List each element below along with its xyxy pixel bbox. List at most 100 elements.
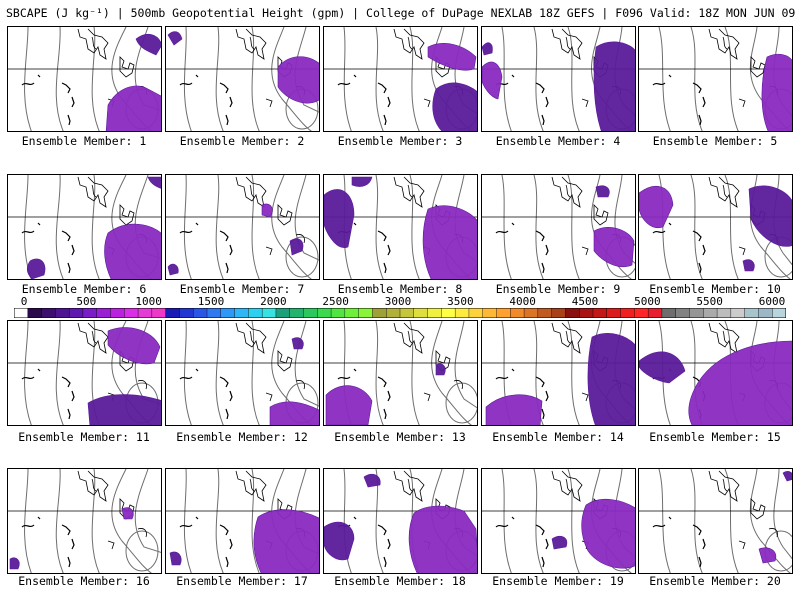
height-contour-line xyxy=(55,321,64,425)
cape-area xyxy=(363,473,381,488)
coastline xyxy=(249,330,255,344)
ensemble-panel-map xyxy=(638,468,793,574)
colorbar-segment xyxy=(758,308,773,318)
coastline xyxy=(137,528,147,538)
colorbar-segment xyxy=(510,308,525,318)
colorbar-segment xyxy=(55,308,70,318)
colorbar-segment xyxy=(193,308,208,318)
coastline xyxy=(708,176,740,208)
colorbar-segment xyxy=(592,308,608,318)
colorbar-segment xyxy=(248,308,263,318)
height-contour-line xyxy=(431,321,472,425)
lake-outline xyxy=(37,222,41,226)
colorbar-segment xyxy=(358,308,373,318)
ensemble-panel-map xyxy=(481,320,636,426)
cape-area xyxy=(482,42,493,56)
lake-outline xyxy=(535,230,545,242)
member-map-graphic xyxy=(166,469,319,573)
lake-outline xyxy=(668,516,672,520)
low-pressure-contour xyxy=(125,530,159,572)
coastline xyxy=(423,98,431,108)
coastline xyxy=(722,330,728,344)
height-contour-line xyxy=(271,175,312,279)
map-title: SBCAPE (J kg⁻¹) | 500mb Geopotential Hei… xyxy=(6,6,796,20)
coastline xyxy=(137,380,147,390)
colorbar-tick-label: 1000 xyxy=(135,295,162,308)
member-map-graphic xyxy=(8,321,161,425)
coastline xyxy=(551,176,583,208)
ensemble-member-label: Ensemble Member: 6 xyxy=(21,282,147,296)
height-contour-line xyxy=(91,175,100,279)
coastline xyxy=(235,176,267,208)
coastline xyxy=(393,470,425,502)
cape-area xyxy=(639,351,686,384)
lake-outline xyxy=(337,376,351,380)
coastline xyxy=(768,528,778,538)
height-contour-line xyxy=(658,469,671,573)
ensemble-member-label: Ensemble Member: 7 xyxy=(179,282,305,296)
member-map-graphic xyxy=(639,27,792,131)
lake-outline xyxy=(61,230,71,242)
lake-outline xyxy=(652,230,666,234)
colorbar-segment xyxy=(482,308,497,318)
lake-outline xyxy=(179,524,193,528)
ensemble-panel-map xyxy=(481,26,636,132)
colorbar-tick-label: 5000 xyxy=(634,295,661,308)
lake-outline xyxy=(383,408,387,420)
coastline xyxy=(565,36,571,50)
lake-outline xyxy=(225,114,229,126)
height-contour-line xyxy=(91,27,100,131)
lake-outline xyxy=(225,556,229,568)
height-contour-line xyxy=(724,175,739,279)
lake-outline xyxy=(652,524,666,528)
lake-outline xyxy=(387,390,391,402)
lake-outline xyxy=(219,376,229,388)
member-map-graphic xyxy=(8,469,161,573)
coastline xyxy=(738,246,746,256)
colorbar-segment xyxy=(151,308,167,318)
coastline xyxy=(581,246,589,256)
cape-area xyxy=(253,509,319,573)
ensemble-panel-map xyxy=(165,26,320,132)
colorbar-tick-label: 500 xyxy=(76,295,97,308)
colorbar-segment xyxy=(96,308,111,318)
coastline xyxy=(565,478,571,492)
colorbar-tick-label: 6000 xyxy=(758,295,786,308)
cape-area xyxy=(135,33,161,56)
colorbar-segment xyxy=(261,308,277,318)
coastline xyxy=(277,350,293,372)
member-map-graphic xyxy=(324,175,477,279)
cape-area xyxy=(742,259,755,272)
lake-outline xyxy=(541,408,545,420)
coastline xyxy=(407,330,413,344)
colorbar-segment xyxy=(772,308,786,318)
lake-outline xyxy=(225,408,229,420)
height-contour-line xyxy=(690,175,703,279)
ensemble-member-label: Ensemble Member: 4 xyxy=(495,134,621,148)
height-contour-line xyxy=(375,321,384,425)
lake-outline xyxy=(21,524,35,528)
ensemble-panel-map xyxy=(7,320,162,426)
lake-outline xyxy=(229,96,233,108)
lake-outline xyxy=(511,74,515,78)
coastline xyxy=(708,470,740,502)
colorbar-segment xyxy=(289,308,304,318)
lake-outline xyxy=(337,82,351,86)
lake-outline xyxy=(37,516,41,520)
height-contour-line xyxy=(501,469,512,573)
height-contour-line xyxy=(533,175,544,279)
ensemble-panel-map xyxy=(323,468,478,574)
colorbar-segment xyxy=(206,308,222,318)
member-map-graphic xyxy=(8,175,161,279)
colorbar-segment xyxy=(647,308,663,318)
lake-outline xyxy=(545,390,549,402)
cape-area xyxy=(422,205,477,279)
lake-outline xyxy=(353,222,357,226)
lake-outline xyxy=(195,368,199,372)
height-contour-line xyxy=(409,27,420,131)
coastline xyxy=(738,540,746,550)
coastline xyxy=(249,36,255,50)
member-map-graphic xyxy=(324,321,477,425)
height-contour-line xyxy=(749,469,791,573)
height-contour-line xyxy=(454,321,477,409)
